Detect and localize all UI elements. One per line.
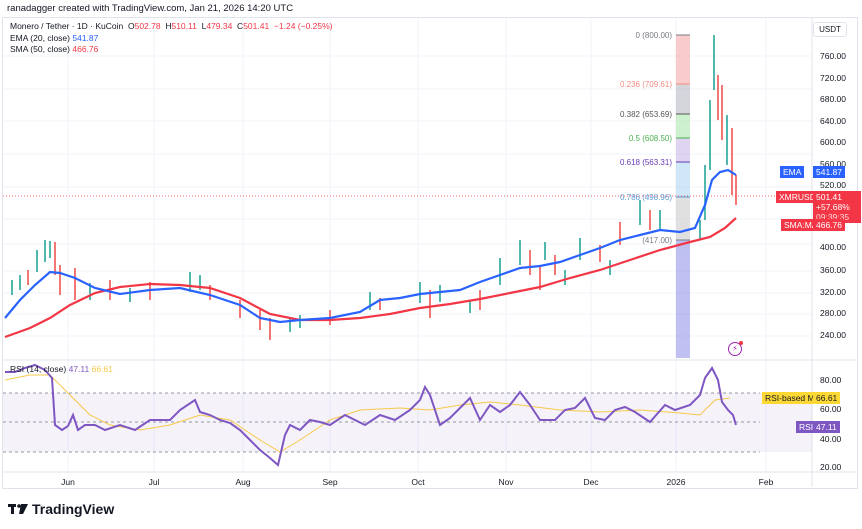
- svg-text:40.00: 40.00: [820, 434, 842, 444]
- svg-text:(417.00): (417.00): [642, 236, 672, 245]
- low-value: 479.34: [206, 21, 233, 31]
- svg-text:760.00: 760.00: [820, 51, 846, 61]
- chart-credit: ranadagger created with TradingView.com,…: [7, 3, 294, 14]
- svg-text:0.618 (563.31): 0.618 (563.31): [620, 158, 672, 167]
- rsi-ma-legend-value: 66.61: [91, 364, 113, 374]
- rsi-ma-tag-name: RSI-based MA: [762, 392, 824, 404]
- rsi-line: [5, 363, 737, 467]
- rsi-axis: 80.00 60.00 40.00 20.00: [820, 375, 842, 472]
- svg-text:60.00: 60.00: [820, 404, 842, 414]
- svg-text:280.00: 280.00: [820, 308, 846, 318]
- time-tick: Dec: [583, 477, 599, 487]
- tradingview-logo-icon: [8, 504, 28, 514]
- time-tick: Sep: [322, 477, 338, 487]
- time-tick: Feb: [758, 477, 774, 487]
- open-value: 502.78: [134, 21, 161, 31]
- tradingview-logo[interactable]: TradingView: [8, 501, 114, 517]
- svg-text:400.00: 400.00: [820, 242, 846, 252]
- rsi-tag-name: RSI: [796, 421, 817, 433]
- fib-labels: 0 (800.00) 0.236 (709.61) 0.382 (653.69)…: [620, 31, 672, 245]
- svg-text:640.00: 640.00: [820, 116, 846, 126]
- svg-text:360.00: 360.00: [820, 265, 846, 275]
- rsi-legend[interactable]: RSI (14, close) 47.11 66.61: [10, 364, 113, 374]
- svg-text:320.00: 320.00: [820, 287, 846, 297]
- svg-text:0.5 (608.50): 0.5 (608.50): [629, 134, 672, 143]
- svg-text:680.00: 680.00: [820, 94, 846, 104]
- svg-text:240.00: 240.00: [820, 330, 846, 340]
- svg-text:0.786 (498.96): 0.786 (498.96): [620, 193, 672, 202]
- change-value: −1.24 (−0.25%): [273, 21, 333, 31]
- svg-text:0.236 (709.61): 0.236 (709.61): [620, 80, 672, 89]
- svg-text:520.00: 520.00: [820, 180, 846, 190]
- alert-bolt-icon[interactable]: ⚡: [728, 341, 743, 356]
- chart-frame: [2, 17, 858, 489]
- fib-retracement: [676, 35, 690, 358]
- high-value: 510.11: [171, 21, 197, 31]
- svg-text:80.00: 80.00: [820, 375, 842, 385]
- svg-text:0.382 (653.69): 0.382 (653.69): [620, 110, 672, 119]
- sma-value: 466.76: [72, 44, 99, 54]
- main-legend: Monero / Tether · 1D · KuCoin O502.78 H5…: [10, 21, 333, 56]
- sma-line: [4, 217, 737, 339]
- time-tick: Nov: [498, 477, 514, 487]
- ohlc-row: Monero / Tether · 1D · KuCoin O502.78 H5…: [10, 21, 333, 31]
- svg-text:0 (800.00): 0 (800.00): [636, 31, 673, 40]
- svg-text:600.00: 600.00: [820, 137, 846, 147]
- close-value: 501.41: [243, 21, 270, 31]
- ema-value: 541.87: [72, 32, 99, 43]
- time-tick: Jun: [61, 477, 75, 487]
- svg-text:560.00: 560.00: [820, 159, 846, 169]
- price-axis: 760.00 720.00 680.00 640.00 600.00 560.0…: [820, 51, 846, 340]
- sma-tag-value: 466.76: [813, 219, 845, 231]
- ema-line: [4, 168, 737, 324]
- rsi-ma-tag-value: 66.61: [813, 392, 841, 404]
- sma-tag-name: SMA:MA: [781, 219, 821, 231]
- rsi-legend-value: 47.11: [68, 364, 90, 374]
- svg-text:20.00: 20.00: [820, 462, 842, 472]
- rsi-ma-line: [4, 374, 731, 453]
- ema-tag-name: EMA: [780, 166, 805, 178]
- svg-text:720.00: 720.00: [820, 73, 846, 83]
- ema-legend-row[interactable]: EMA (20, close) 541.87: [10, 32, 99, 43]
- symbol-tag-name: XMRUSDT: [776, 191, 825, 203]
- ema-tag-value: 541.87: [813, 166, 845, 178]
- time-tick: Jul: [148, 477, 160, 487]
- sma-legend-row[interactable]: SMA (50, close) 466.76: [10, 44, 99, 54]
- fib-lines: [676, 34, 690, 241]
- time-tick: 2026: [666, 477, 686, 487]
- symbol-title[interactable]: Monero / Tether · 1D · KuCoin: [10, 21, 124, 31]
- last-price-tag: 501.41 +57.68% 09:39:35: [813, 191, 861, 223]
- rsi-tag-value: 47.11: [813, 421, 840, 433]
- currency-selector[interactable]: USDT: [813, 22, 847, 37]
- time-tick: Oct: [411, 477, 425, 487]
- time-tick: Aug: [235, 477, 251, 487]
